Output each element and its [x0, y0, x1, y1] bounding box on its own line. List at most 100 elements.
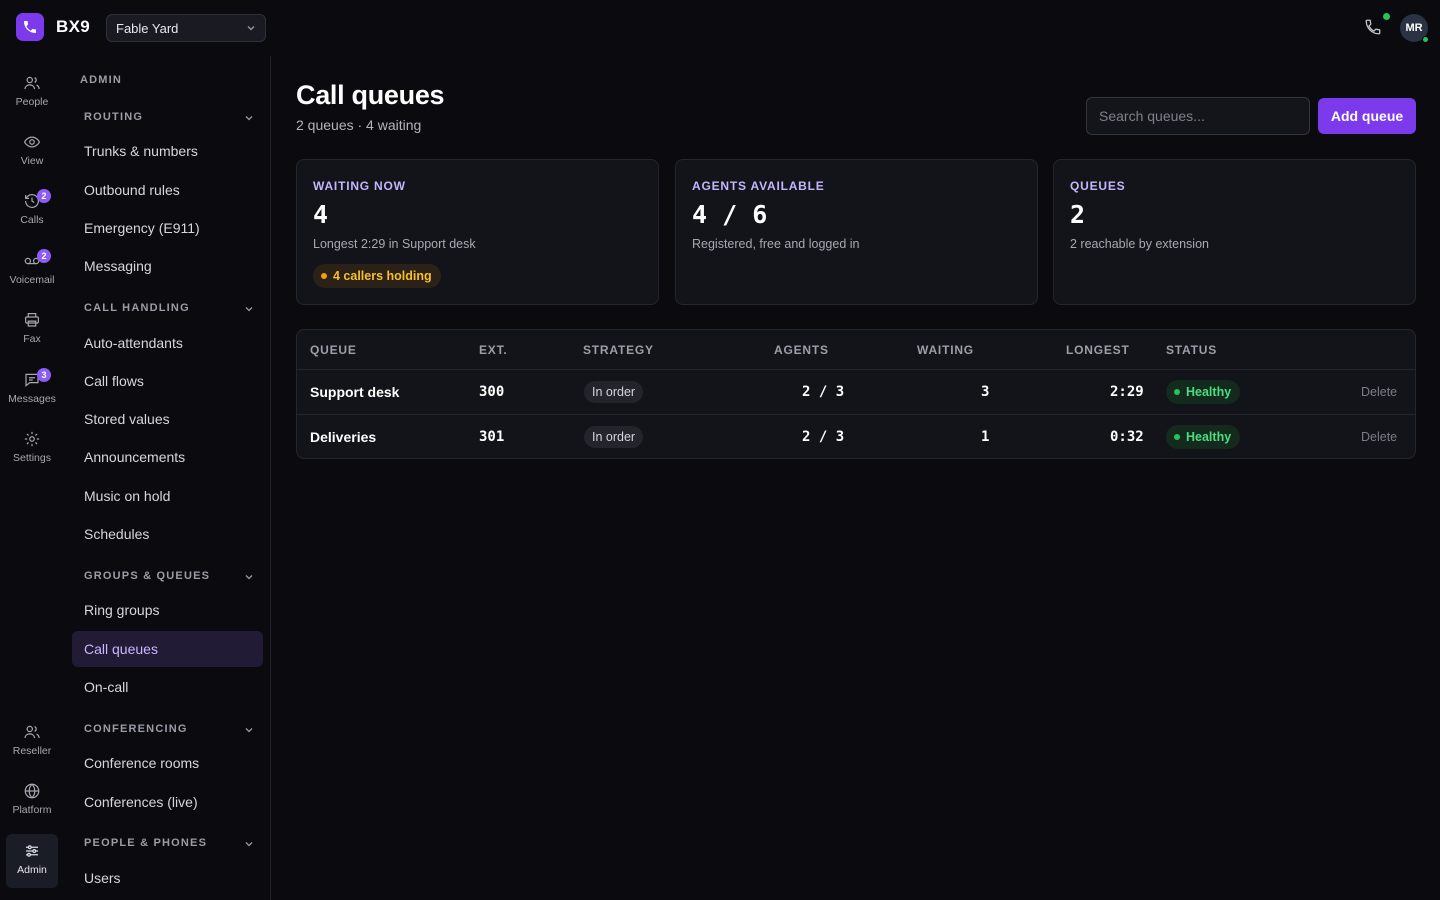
card-value: 2	[1070, 200, 1086, 229]
sidebar-item-schedules[interactable]: Schedules	[84, 526, 150, 542]
column-header-ext[interactable]: EXT.	[479, 343, 508, 357]
column-header-status[interactable]: STATUS	[1166, 343, 1218, 357]
queue-extension: 301	[479, 429, 505, 445]
sidebar-item-messaging[interactable]: Messaging	[84, 258, 152, 274]
longest-wait: 0:32	[1110, 429, 1144, 445]
gear-icon	[24, 431, 40, 447]
section-call-handling[interactable]: CALL HANDLING	[84, 302, 254, 318]
section-routing[interactable]: ROUTING	[84, 111, 254, 127]
chevron-down-icon	[245, 307, 253, 312]
softphone-button[interactable]	[1364, 13, 1390, 40]
brand-name: BX9	[56, 17, 90, 36]
sidebar-item-music-on-hold[interactable]: Music on hold	[84, 488, 171, 504]
org-select[interactable]: Fable Yard	[106, 14, 266, 42]
table-row[interactable]: Deliveries 301 In order 2 / 3 1 0:32 Hea…	[297, 415, 1415, 458]
sidebar-item-call-flows[interactable]: Call flows	[84, 373, 144, 389]
delete-link[interactable]: Delete	[1361, 385, 1398, 399]
card-value: 4	[313, 200, 329, 229]
online-status-dot	[1383, 13, 1390, 20]
voicemail-badge: 2	[37, 249, 51, 263]
sidebar-item-conferences-live[interactable]: Conferences (live)	[84, 794, 198, 810]
sidebar-item-call-queues[interactable]: Call queues	[72, 631, 263, 667]
queue-extension: 300	[479, 384, 505, 400]
card-agents-available: AGENTS AVAILABLE 4 / 6 Registered, free …	[675, 159, 1038, 305]
column-header-agents[interactable]: AGENTS	[774, 343, 829, 357]
chevron-down-icon	[245, 728, 253, 733]
card-kicker: QUEUES	[1070, 179, 1126, 193]
chevron-down-icon	[245, 842, 253, 847]
queue-name[interactable]: Deliveries	[310, 429, 377, 445]
agents-count: 2 / 3	[802, 429, 845, 445]
chevron-down-icon	[247, 26, 255, 31]
healthy-dot	[1174, 389, 1180, 395]
sidebar-item-emergency[interactable]: Emergency (E911)	[84, 220, 200, 236]
table-row[interactable]: Support desk 300 In order 2 / 3 3 2:29 H…	[297, 370, 1415, 415]
rail-calls[interactable]: 2 Calls	[6, 184, 58, 238]
rail-fax[interactable]: Fax	[6, 303, 58, 357]
people-icon	[24, 76, 40, 90]
status-badge: Healthy	[1166, 425, 1241, 449]
queue-name[interactable]: Support desk	[310, 384, 400, 400]
queues-table: QUEUE EXT. STRATEGY AGENTS WAITING LONGE…	[296, 329, 1416, 459]
sidebar-item-trunks[interactable]: Trunks & numbers	[84, 143, 198, 159]
search-input[interactable]	[1086, 97, 1310, 135]
card-kicker: WAITING NOW	[313, 179, 406, 193]
healthy-dot	[1174, 434, 1180, 440]
admin-sidebar: ADMIN ROUTING Trunks & numbers Outbound …	[64, 56, 271, 900]
rail-messages[interactable]: 3 Messages	[8, 368, 56, 405]
card-description: 2 reachable by extension	[1070, 237, 1209, 251]
user-avatar[interactable]: MR	[1400, 14, 1429, 43]
rail-platform[interactable]: Platform	[6, 774, 58, 828]
rail-view[interactable]: View	[6, 125, 58, 179]
voicemail-icon	[24, 257, 40, 265]
org-select-value: Fable Yard	[116, 21, 179, 36]
column-header-strategy[interactable]: STRATEGY	[583, 343, 654, 357]
waiting-count: 1	[981, 429, 990, 445]
message-icon	[25, 373, 39, 387]
globe-icon	[24, 783, 40, 799]
column-header-waiting[interactable]: WAITING	[917, 343, 974, 357]
table-header: QUEUE EXT. STRATEGY AGENTS WAITING LONGE…	[297, 330, 1415, 370]
card-description: Longest 2:29 in Support desk	[313, 237, 476, 251]
page-subtitle: 2 queues · 4 waiting	[296, 117, 422, 133]
column-header-longest[interactable]: LONGEST	[1066, 343, 1130, 357]
section-groups-queues[interactable]: GROUPS & QUEUES	[84, 570, 254, 586]
presence-dot	[1422, 36, 1429, 43]
sidebar-item-announcements[interactable]: Announcements	[84, 449, 186, 465]
rail-people[interactable]: People	[6, 66, 58, 120]
calls-badge: 2	[37, 189, 51, 203]
rail-reseller[interactable]: Reseller	[6, 715, 58, 769]
sidebar-item-users[interactable]: Users	[84, 870, 121, 886]
card-queues: QUEUES 2 2 reachable by extension	[1053, 159, 1416, 305]
strategy-chip: In order	[584, 426, 644, 448]
sidebar-item-stored-values[interactable]: Stored values	[84, 411, 170, 427]
section-conferencing[interactable]: CONFERENCING	[84, 723, 254, 739]
chevron-down-icon	[245, 116, 253, 121]
card-value: 4 / 6	[692, 200, 768, 229]
add-queue-button[interactable]: Add queue	[1318, 98, 1416, 134]
eye-icon	[23, 136, 41, 148]
logo-phone-icon[interactable]	[16, 13, 44, 41]
card-description: Registered, free and logged in	[692, 237, 860, 251]
chevron-down-icon	[245, 575, 253, 580]
sidebar-item-outbound-rules[interactable]: Outbound rules	[84, 182, 180, 198]
longest-wait: 2:29	[1110, 384, 1144, 400]
status-badge: Healthy	[1166, 380, 1241, 404]
warning-dot	[321, 273, 327, 279]
sidebar-item-ring-groups[interactable]: Ring groups	[84, 602, 160, 618]
phone-icon	[1365, 19, 1381, 35]
sliders-icon	[26, 845, 38, 857]
messages-badge: 3	[37, 368, 51, 382]
rail-admin[interactable]: Admin	[6, 834, 58, 888]
printer-icon	[25, 313, 39, 327]
waiting-count: 3	[981, 384, 990, 400]
column-header-queue[interactable]: QUEUE	[310, 343, 357, 357]
delete-link[interactable]: Delete	[1361, 430, 1398, 444]
rail-settings[interactable]: Settings	[6, 422, 58, 476]
sidebar-item-auto-attendants[interactable]: Auto-attendants	[84, 335, 183, 351]
sidebar-item-on-call[interactable]: On-call	[84, 679, 129, 695]
section-people-phones[interactable]: PEOPLE & PHONES	[84, 837, 254, 853]
sidebar-item-conference-rooms[interactable]: Conference rooms	[84, 755, 200, 771]
rail-voicemail[interactable]: 2 Voicemail	[9, 249, 55, 286]
card-waiting-now: WAITING NOW 4 Longest 2:29 in Support de…	[296, 159, 659, 305]
